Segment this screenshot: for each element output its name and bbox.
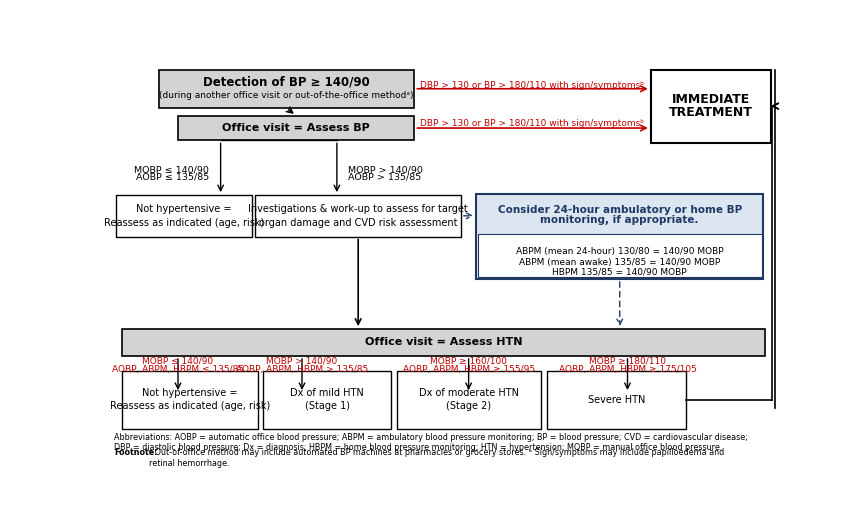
Bar [116, 195, 252, 237]
Text: organ damage and CVD risk assessment: organ damage and CVD risk assessment [259, 218, 457, 228]
Text: AOBP, ABPM, HBPM > 135/85: AOBP, ABPM, HBPM > 135/85 [236, 364, 368, 373]
Text: Reassess as indicated (age, risk): Reassess as indicated (age, risk) [104, 218, 264, 228]
Text: Footnote:: Footnote: [114, 448, 158, 457]
Text: DBP > 130 or BP > 180/110 with sign/symptomsᵇ: DBP > 130 or BP > 180/110 with sign/symp… [421, 119, 644, 128]
Bar [476, 194, 763, 279]
Text: MOBP ≤ 140/90: MOBP ≤ 140/90 [134, 165, 209, 174]
Text: monitoring, if appropriate.: monitoring, if appropriate. [540, 215, 699, 225]
Text: MOBP > 140/90: MOBP > 140/90 [348, 165, 423, 174]
Text: ABPM (mean 24-hour) 130/80 = 140/90 MOBP: ABPM (mean 24-hour) 130/80 = 140/90 MOBP [516, 247, 724, 256]
Text: Consider 24-hour ambulatory or home BP: Consider 24-hour ambulatory or home BP [498, 205, 742, 215]
Text: MOBP > 140/90: MOBP > 140/90 [267, 356, 338, 365]
Text: Office visit = Assess HTN: Office visit = Assess HTN [365, 337, 522, 347]
Text: Severe HTN: Severe HTN [588, 395, 645, 405]
Text: Detection of BP ≥ 140/90: Detection of BP ≥ 140/90 [204, 76, 370, 88]
Text: Dx of mild HTN: Dx of mild HTN [290, 388, 364, 398]
Text: Not hypertensive =: Not hypertensive = [136, 204, 231, 214]
Bar [255, 195, 461, 237]
Bar [478, 234, 761, 277]
Bar [397, 371, 540, 429]
Bar [263, 371, 391, 429]
Bar [122, 371, 258, 429]
Text: TREATMENT: TREATMENT [669, 106, 753, 119]
Text: AOBP > 135/85: AOBP > 135/85 [348, 173, 422, 182]
Bar [122, 329, 766, 356]
Text: ABPM (mean awake) 135/85 = 140/90 MOBP: ABPM (mean awake) 135/85 = 140/90 MOBP [519, 258, 721, 267]
Text: IMMEDIATE: IMMEDIATE [672, 93, 750, 107]
Text: Dx of moderate HTN: Dx of moderate HTN [419, 388, 519, 398]
Text: Abbreviations: AOBP = automatic office blood pressure; ABPM = ambulatory blood p: Abbreviations: AOBP = automatic office b… [114, 433, 748, 452]
Bar [178, 116, 414, 140]
Text: (Stage 2): (Stage 2) [447, 401, 492, 411]
Text: DBP > 130 or BP > 180/110 with sign/symptomsᵇ: DBP > 130 or BP > 180/110 with sign/symp… [421, 81, 644, 90]
Bar [650, 70, 771, 143]
Text: AOBP ≤ 135/85: AOBP ≤ 135/85 [136, 173, 209, 182]
Text: MOBP ≥ 180/110: MOBP ≥ 180/110 [589, 356, 666, 365]
Text: Office visit = Assess BP: Office visit = Assess BP [223, 123, 370, 133]
Text: Reassess as indicated (age, risk): Reassess as indicated (age, risk) [110, 401, 270, 411]
Text: MOBP ≥ 160/100: MOBP ≥ 160/100 [430, 356, 507, 365]
Text: Not hypertensive =: Not hypertensive = [142, 388, 238, 398]
Bar [547, 371, 687, 429]
Text: AOBP, ABPM, HBPM ≥ 175/105: AOBP, ABPM, HBPM ≥ 175/105 [559, 364, 696, 373]
Text: Investigations & work-up to assess for target: Investigations & work-up to assess for t… [249, 204, 468, 214]
Text: AOBP, ABPM, HBPM ≥ 155/95: AOBP, ABPM, HBPM ≥ 155/95 [403, 364, 534, 373]
Text: HBPM 135/85 = 140/90 MOBP: HBPM 135/85 = 140/90 MOBP [553, 268, 687, 277]
Text: (during another office visit or out-of-the-office methodᵃ): (during another office visit or out-of-t… [159, 91, 414, 100]
Bar [158, 70, 414, 108]
Text: ᵃ Out-of-office method may include automated BP machines at pharmacies or grocer: ᵃ Out-of-office method may include autom… [149, 448, 724, 468]
Text: MOBP ≤ 140/90: MOBP ≤ 140/90 [142, 356, 214, 365]
Text: AOBP, ABPM, HBPM ≤ 135/85: AOBP, ABPM, HBPM ≤ 135/85 [112, 364, 244, 373]
Text: (Stage 1): (Stage 1) [305, 401, 350, 411]
